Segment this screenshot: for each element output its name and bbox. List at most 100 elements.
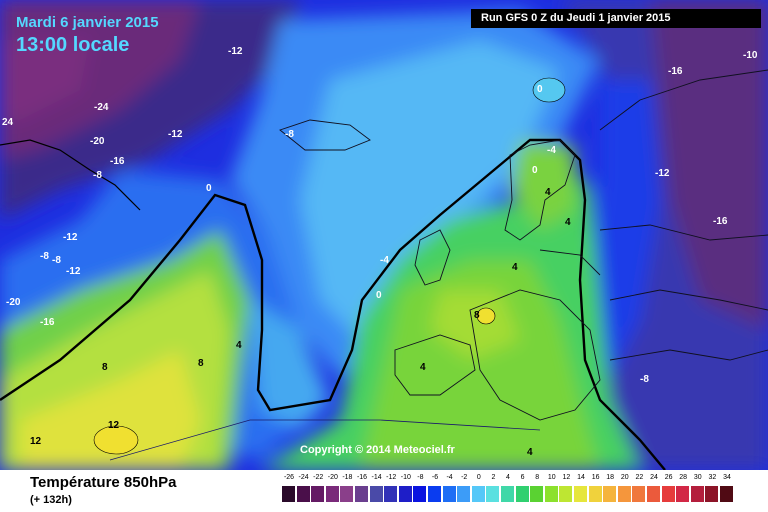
legend-swatch — [501, 486, 514, 502]
russia-coast — [599, 69, 768, 131]
color-scale-legend: -26 -24 -22 -20 -18 -16 -14 -12 -10 -8 -6 -4 -2 0 2 4 6 8… — [282, 472, 752, 512]
model-run-label: Run GFS 0 Z du Jeudi 1 janvier 2015 — [471, 9, 761, 28]
scandinavia-outline — [504, 139, 576, 241]
warm-pocket — [93, 425, 139, 455]
legend-swatch — [676, 486, 690, 502]
legend-swatch — [559, 486, 573, 502]
contour-label: -20 — [90, 136, 105, 147]
legend-tick-label: 22 — [635, 474, 644, 481]
legend-swatch — [574, 486, 587, 502]
legend-swatch — [355, 486, 368, 502]
legend-swatch — [544, 486, 558, 502]
legend-tick-label: 26 — [664, 474, 673, 481]
legend-swatch — [661, 486, 675, 502]
legend-swatch — [530, 486, 544, 502]
legend-tick-label: 24 — [650, 474, 658, 481]
contour-label: -8 — [285, 129, 294, 140]
cold-pocket — [532, 77, 566, 103]
legend-swatch — [720, 486, 733, 502]
contour-label: 8 — [198, 358, 204, 369]
legend-tick-label: 6 — [520, 474, 525, 481]
contour-label: -12 — [66, 266, 81, 277]
contour-label: 0 — [376, 290, 382, 301]
temperature-850hpa-map — [0, 0, 768, 470]
legend-swatch — [515, 486, 529, 502]
contour-label: 4 — [565, 217, 571, 228]
contour-label: 4 — [512, 262, 518, 273]
contour-label: -12 — [63, 232, 78, 243]
legend-swatch — [471, 486, 485, 502]
legend-tick-label: -10 — [400, 474, 411, 481]
legend-tick-label: 2 — [491, 474, 496, 481]
legend-swatch — [296, 486, 310, 502]
legend-swatch — [617, 486, 631, 502]
contour-label: 4 — [545, 187, 551, 198]
contour-label: -8 — [40, 251, 49, 262]
legend-tick-label: -2 — [461, 474, 468, 481]
legend-swatch — [486, 486, 500, 502]
iceland-outline — [279, 119, 371, 151]
contour-label: 0 — [537, 84, 543, 95]
contour-label: 0 — [532, 165, 538, 176]
legend-tick-label: 14 — [577, 474, 585, 481]
legend-tick-label: -16 — [356, 474, 368, 481]
contour-label: -16 — [713, 216, 728, 227]
legend-tick-label: -14 — [371, 474, 382, 481]
legend-swatch — [457, 486, 471, 502]
isotherm-line — [109, 419, 541, 461]
legend-tick-label: 10 — [547, 474, 556, 481]
legend-tick-label: 0 — [476, 474, 481, 481]
legend-swatch — [588, 486, 602, 502]
contour-label: 4 — [420, 362, 426, 373]
forecast-date: Mardi 6 janvier 2015 — [16, 14, 159, 31]
legend-tick-label: 18 — [606, 474, 615, 481]
legend-swatch — [325, 486, 339, 502]
contour-label: -16 — [40, 317, 55, 328]
legend-tick-label: -20 — [327, 474, 338, 481]
copyright-notice: Copyright © 2014 Meteociel.fr — [300, 444, 455, 456]
contour-label: 12 — [30, 436, 42, 447]
legend-swatch — [369, 486, 383, 502]
legend-tick-label: -8 — [417, 474, 424, 481]
legend-swatch — [442, 486, 456, 502]
legend-tick-label: -6 — [431, 474, 439, 481]
british-isles-outline — [414, 229, 451, 286]
contour-label: -4 — [547, 145, 556, 156]
legend-tick-label: -12 — [386, 474, 397, 481]
contour-label: 8 — [474, 310, 480, 321]
contour-label: 0 — [206, 183, 212, 194]
legend-tick-label: 8 — [535, 474, 540, 481]
forecast-time: 13:00 locale — [16, 34, 130, 56]
legend-swatch — [705, 486, 719, 502]
legend-swatch — [632, 486, 646, 502]
legend-tick-label: 20 — [620, 474, 629, 481]
temperature-field — [0, 0, 768, 470]
contour-label: 4 — [527, 447, 533, 458]
map-title: Température 850hPa — [30, 474, 177, 491]
contour-label: -8 — [93, 170, 102, 181]
legend-swatch — [282, 486, 295, 502]
contour-label: 12 — [108, 420, 120, 431]
contour-label: -16 — [110, 156, 125, 167]
contour-label: -12 — [655, 168, 670, 179]
legend-swatch — [428, 486, 441, 502]
border-line — [599, 224, 768, 241]
legend-tick-label: 34 — [723, 474, 731, 481]
legend-tick-label: -22 — [313, 474, 324, 481]
legend-tick-label: 16 — [591, 474, 600, 481]
border-line — [609, 349, 768, 361]
contour-label: -16 — [668, 66, 683, 77]
legend-tick-label: 32 — [708, 474, 717, 481]
legend-tick-label: 12 — [562, 474, 571, 481]
legend-tick-label: -4 — [446, 474, 453, 481]
legend-tick-label: -18 — [342, 474, 353, 481]
coastlines — [279, 69, 768, 421]
zero-isotherm-line — [0, 138, 666, 470]
border-line — [609, 289, 768, 311]
contour-label: -10 — [743, 50, 758, 61]
legend-tick-label: -24 — [298, 474, 309, 481]
contour-label: -12 — [168, 129, 183, 140]
contour-label: -4 — [380, 255, 389, 266]
iberia-outline — [394, 334, 476, 396]
